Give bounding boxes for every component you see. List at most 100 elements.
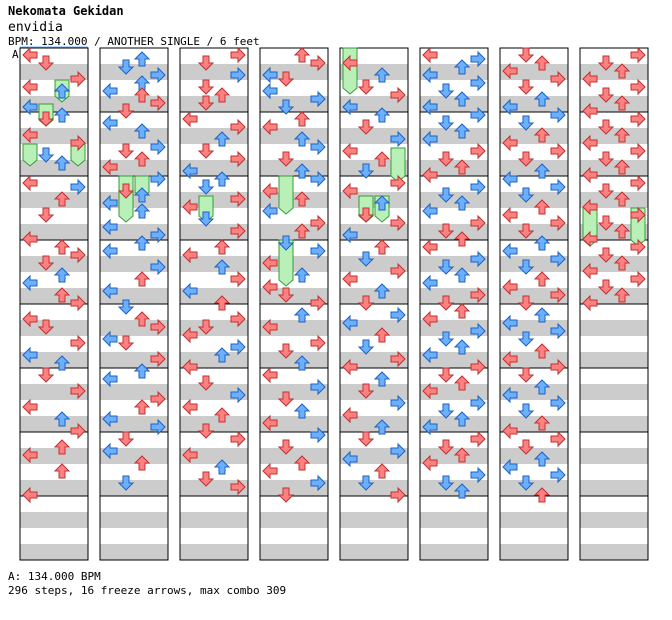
step-arrow <box>213 171 231 187</box>
step-arrow <box>293 403 311 419</box>
beat-stripe <box>20 464 88 480</box>
step-arrow <box>550 178 566 196</box>
beat-stripe <box>340 112 408 128</box>
step-arrow <box>470 178 486 196</box>
step-arrow <box>502 278 518 296</box>
step-arrow <box>53 267 71 283</box>
step-arrow <box>422 454 438 472</box>
beat-stripe <box>20 512 88 528</box>
step-arrow <box>502 62 518 80</box>
step-arrow <box>390 394 406 412</box>
step-arrow <box>182 282 198 300</box>
step-arrow <box>230 478 246 496</box>
chart-info-line: BPM: 134.000 / ANOTHER SINGLE / 6 feet <box>8 35 260 48</box>
beat-stripe <box>500 80 568 96</box>
step-arrow <box>22 174 38 192</box>
step-arrow <box>53 107 71 123</box>
beat-stripe <box>100 272 168 288</box>
step-arrow <box>597 215 615 231</box>
step-arrow <box>517 295 535 311</box>
step-arrow <box>502 350 518 368</box>
step-arrow <box>533 271 551 287</box>
step-arrow <box>533 91 551 107</box>
step-arrow <box>70 178 86 196</box>
step-arrow <box>70 382 86 400</box>
beat-stripe <box>260 448 328 464</box>
step-arrow <box>197 55 215 71</box>
beat-stripe <box>180 544 248 560</box>
step-arrow <box>517 331 535 347</box>
step-arrow <box>517 187 535 203</box>
beat-stripe <box>500 304 568 320</box>
step-arrow <box>150 170 166 188</box>
step-arrow <box>550 250 566 268</box>
step-arrow <box>213 295 231 311</box>
beat-stripe <box>340 288 408 304</box>
freeze-arrow <box>278 175 294 215</box>
beat-stripe <box>260 544 328 560</box>
step-arrow <box>102 158 118 176</box>
step-arrow <box>613 127 631 143</box>
step-arrow <box>197 471 215 487</box>
step-arrow <box>133 187 151 203</box>
step-arrow <box>357 295 375 311</box>
beat-stripe <box>20 496 88 512</box>
freeze-arrow <box>278 239 294 287</box>
beat-stripe <box>100 432 168 448</box>
beat-stripe <box>580 352 648 368</box>
beat-stripe <box>580 544 648 560</box>
beat-stripe <box>180 464 248 480</box>
step-arrow <box>310 334 326 352</box>
step-arrow <box>533 487 551 503</box>
step-arrow <box>262 278 278 296</box>
step-arrow <box>262 366 278 384</box>
step-arrow <box>422 130 438 148</box>
step-arrow <box>437 223 455 239</box>
beat-stripe <box>340 496 408 512</box>
step-arrow <box>117 183 135 199</box>
beat-stripe <box>580 336 648 352</box>
step-arrow <box>277 151 295 167</box>
step-arrow <box>550 106 566 124</box>
freeze-arrow <box>342 47 358 95</box>
step-arrow <box>197 95 215 111</box>
step-arrow <box>550 322 566 340</box>
beat-stripe <box>500 448 568 464</box>
step-arrow <box>502 98 518 116</box>
step-arrow <box>470 466 486 484</box>
freeze-arrow <box>118 175 134 223</box>
step-arrow <box>230 270 246 288</box>
step-arrow <box>293 223 311 239</box>
step-arrow <box>422 274 438 292</box>
step-arrow <box>342 314 358 332</box>
step-arrow <box>630 206 646 224</box>
beat-stripe <box>420 512 488 528</box>
step-arrow <box>390 350 406 368</box>
step-arrow <box>597 119 615 135</box>
step-arrow <box>293 47 311 63</box>
step-arrow <box>310 54 326 72</box>
beat-stripe <box>100 304 168 320</box>
step-arrow <box>262 118 278 136</box>
step-arrow <box>533 199 551 215</box>
step-arrow <box>470 430 486 448</box>
step-arrow <box>613 255 631 271</box>
beat-stripe <box>500 368 568 384</box>
step-arrow <box>453 447 471 463</box>
step-arrow <box>357 207 375 223</box>
beat-stripe <box>500 160 568 176</box>
step-arrow <box>230 190 246 208</box>
step-arrow <box>437 331 455 347</box>
step-arrow <box>22 126 38 144</box>
step-arrow <box>277 487 295 503</box>
beat-stripe <box>420 480 488 496</box>
step-arrow <box>150 226 166 244</box>
step-arrow <box>437 403 455 419</box>
step-arrow <box>517 475 535 491</box>
step-arrow <box>277 439 295 455</box>
beat-stripe <box>580 320 648 336</box>
step-arrow <box>357 251 375 267</box>
step-arrow <box>22 446 38 464</box>
step-arrow <box>470 322 486 340</box>
step-arrow <box>517 115 535 131</box>
